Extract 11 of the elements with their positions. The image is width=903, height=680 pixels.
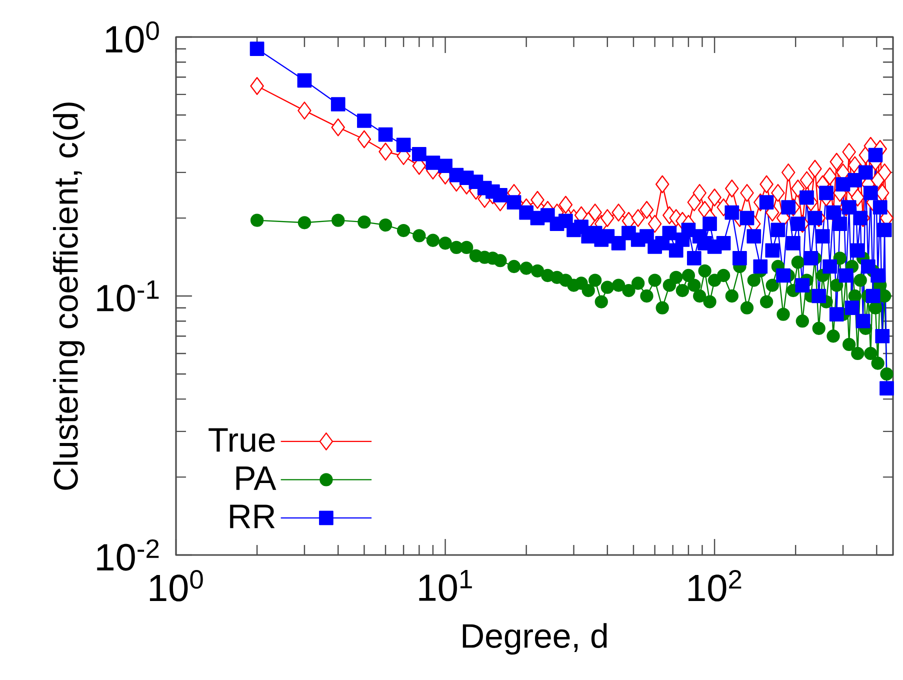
x-tick-label: 10$^{1}$ bbox=[419, 570, 472, 602]
legend-label: True bbox=[208, 428, 275, 452]
y-tick-label: 10$^{-1}$ bbox=[97, 280, 159, 312]
y-tick-label: 10$^{-2}$ bbox=[97, 539, 159, 571]
x-tick-label: 10$^{2}$ bbox=[688, 570, 742, 602]
x-tick-label: 10$^{0}$ bbox=[150, 570, 203, 602]
legend-label: RR bbox=[230, 504, 275, 528]
y-axis-title: Clustering coefficient, c(d) bbox=[53, 102, 85, 490]
y-tick-label: 10$^{0}$ bbox=[106, 21, 159, 53]
x-axis-title: Degree, d bbox=[462, 623, 607, 655]
legend-label: PA bbox=[236, 466, 276, 490]
